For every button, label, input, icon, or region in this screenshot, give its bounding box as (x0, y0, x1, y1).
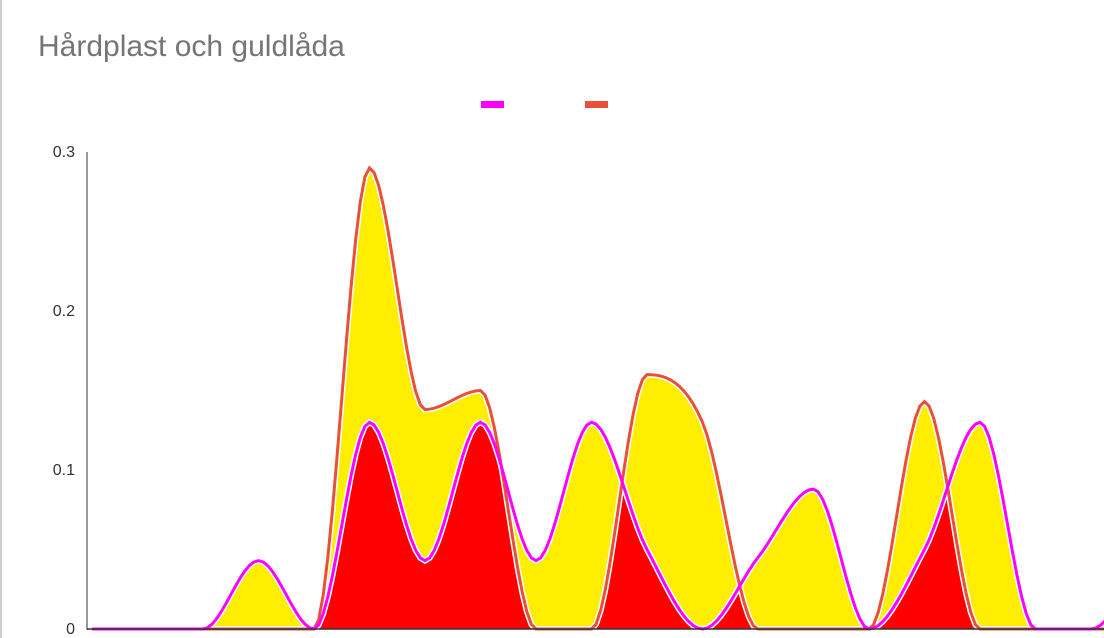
legend (481, 101, 608, 108)
y-tick-label: 0.1 (53, 462, 75, 479)
axes: 0 0.1 0.2 0.3 (53, 144, 1104, 638)
legend-swatch-a (481, 101, 504, 108)
chart-title: Hårdplast och guldlåda (38, 30, 345, 63)
y-tick-label: 0.2 (53, 303, 75, 320)
series-line-a (92, 420, 1104, 631)
legend-swatch-b (585, 101, 608, 108)
area-fill-red (92, 422, 1104, 629)
y-tick-label: 0 (66, 621, 75, 638)
panel-left-border (0, 0, 2, 638)
area-fills (92, 167, 1104, 629)
y-tick-label: 0.3 (53, 144, 75, 161)
